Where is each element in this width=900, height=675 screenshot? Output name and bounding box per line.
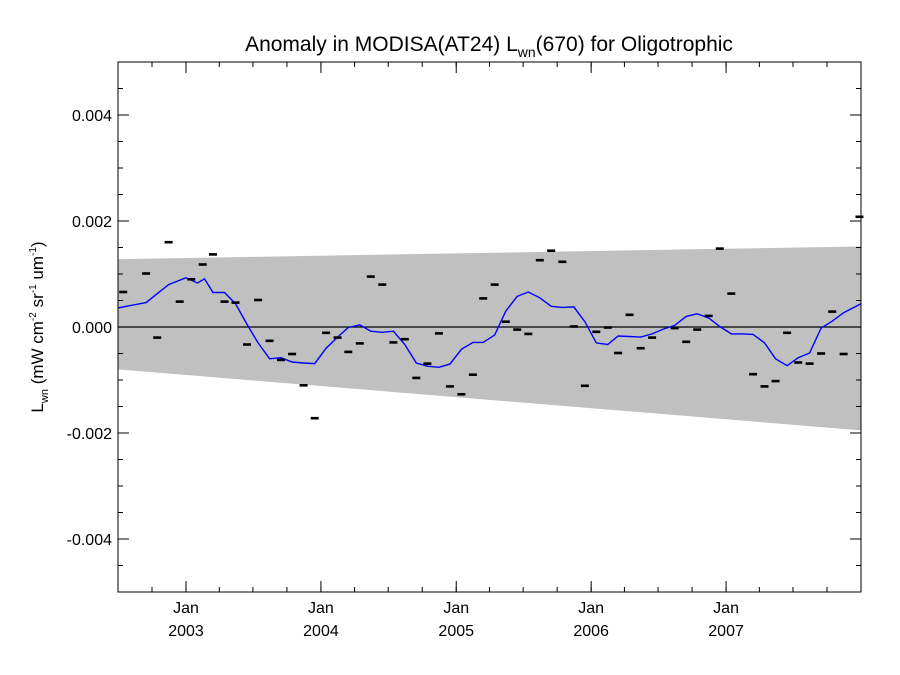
data-point bbox=[670, 326, 679, 330]
x-tick-label-month: Jan bbox=[173, 600, 199, 617]
series-line-0 bbox=[117, 276, 862, 369]
data-point bbox=[468, 373, 477, 376]
data-point bbox=[277, 358, 285, 362]
y-axis-label-symbol: L bbox=[28, 403, 47, 412]
data-point bbox=[231, 301, 240, 304]
data-point bbox=[614, 351, 623, 355]
x-tick-label-year: 2007 bbox=[708, 623, 744, 640]
data-point bbox=[333, 336, 342, 339]
data-point bbox=[783, 331, 792, 335]
data-point bbox=[855, 215, 864, 219]
data-point bbox=[513, 328, 522, 331]
x-tick-label-month: Jan bbox=[578, 600, 604, 617]
data-point bbox=[299, 384, 308, 387]
data-point bbox=[355, 342, 364, 345]
data-point bbox=[648, 336, 657, 339]
data-point bbox=[457, 393, 466, 396]
y-axis-label-exp-2: -1 bbox=[28, 284, 39, 293]
data-point bbox=[412, 376, 421, 380]
data-point bbox=[580, 384, 589, 388]
data-point bbox=[535, 258, 544, 262]
data-point bbox=[142, 272, 151, 275]
chart-title-subscript: wn bbox=[517, 44, 536, 60]
data-point bbox=[704, 314, 713, 318]
data-point bbox=[524, 332, 533, 336]
data-point bbox=[344, 350, 353, 354]
data-point bbox=[164, 240, 173, 244]
data-point bbox=[501, 320, 510, 323]
data-point bbox=[479, 297, 488, 300]
data-point bbox=[490, 283, 499, 286]
x-tick-label-month: Jan bbox=[443, 600, 469, 617]
data-point bbox=[220, 300, 229, 303]
y-axis-label-units-close: ) bbox=[28, 241, 47, 247]
data-point bbox=[636, 346, 645, 350]
x-tick-label-year: 2005 bbox=[438, 623, 474, 640]
y-axis-label-units-sr: sr bbox=[28, 293, 47, 312]
chart-title-suffix: (670) for Oligotrophic bbox=[536, 33, 733, 56]
data-point bbox=[119, 290, 128, 294]
data-point bbox=[243, 343, 251, 346]
y-axis-label-exp-3: -1 bbox=[28, 247, 39, 256]
y-tick-label: 0.002 bbox=[72, 214, 112, 231]
data-point bbox=[805, 362, 814, 365]
data-point bbox=[558, 260, 567, 264]
data-point bbox=[187, 278, 196, 281]
y-tick-label: -0.004 bbox=[67, 532, 112, 549]
data-point bbox=[366, 275, 375, 278]
data-point bbox=[175, 300, 184, 303]
data-point bbox=[400, 337, 409, 341]
data-point bbox=[322, 331, 331, 335]
data-point bbox=[254, 298, 263, 302]
data-point bbox=[749, 372, 758, 376]
data-point bbox=[625, 313, 634, 317]
y-axis-label-units-open: (mW cm bbox=[28, 321, 47, 389]
x-tick-label-month: Jan bbox=[308, 600, 334, 617]
data-point bbox=[445, 385, 454, 388]
data-point bbox=[828, 310, 837, 313]
data-point bbox=[839, 352, 848, 356]
data-point bbox=[265, 339, 274, 343]
chart-title: Anomaly in MODISA(AT24) Lwn(670) for Oli… bbox=[245, 33, 733, 60]
data-point bbox=[794, 361, 803, 364]
data-point bbox=[603, 326, 612, 329]
data-point bbox=[569, 325, 578, 328]
data-point bbox=[693, 328, 702, 331]
data-point bbox=[771, 379, 780, 383]
data-point bbox=[423, 362, 432, 365]
data-point bbox=[198, 263, 207, 266]
x-tick-label-year: 2006 bbox=[573, 623, 609, 640]
data-point bbox=[389, 341, 398, 344]
x-tick-label-month: Jan bbox=[713, 600, 739, 617]
y-axis-label-exp-1: -2 bbox=[28, 312, 39, 321]
data-point bbox=[547, 249, 556, 252]
data-point bbox=[153, 336, 162, 339]
data-point bbox=[592, 330, 601, 334]
data-point bbox=[760, 385, 769, 388]
data-point bbox=[715, 247, 724, 250]
y-axis-label: Lwn (mW cm-2 sr-1 um-1) bbox=[28, 241, 51, 412]
y-tick-label: 0.000 bbox=[72, 320, 112, 337]
data-point bbox=[682, 340, 691, 344]
y-tick-label: 0.004 bbox=[72, 108, 112, 125]
data-points bbox=[119, 215, 864, 420]
plot-area: 0.004 0.002 0.000 -0.002 -0.004 Jan 2003 Jan 200… bbox=[67, 61, 864, 640]
data-point bbox=[727, 292, 736, 295]
y-tick-label: -0.002 bbox=[67, 426, 112, 443]
y-axis-label-subscript: wn bbox=[39, 389, 51, 404]
data-point bbox=[378, 283, 387, 286]
data-point bbox=[434, 332, 443, 335]
data-point bbox=[310, 416, 319, 420]
chart-title-prefix: Anomaly in MODISA(AT24) L bbox=[245, 33, 518, 56]
x-tick-label-year: 2004 bbox=[303, 623, 339, 640]
data-point bbox=[209, 253, 217, 256]
data-point bbox=[288, 352, 297, 356]
data-point bbox=[817, 352, 826, 355]
y-axis-label-units-um: um bbox=[28, 256, 47, 284]
x-tick-label-year: 2003 bbox=[168, 623, 204, 640]
